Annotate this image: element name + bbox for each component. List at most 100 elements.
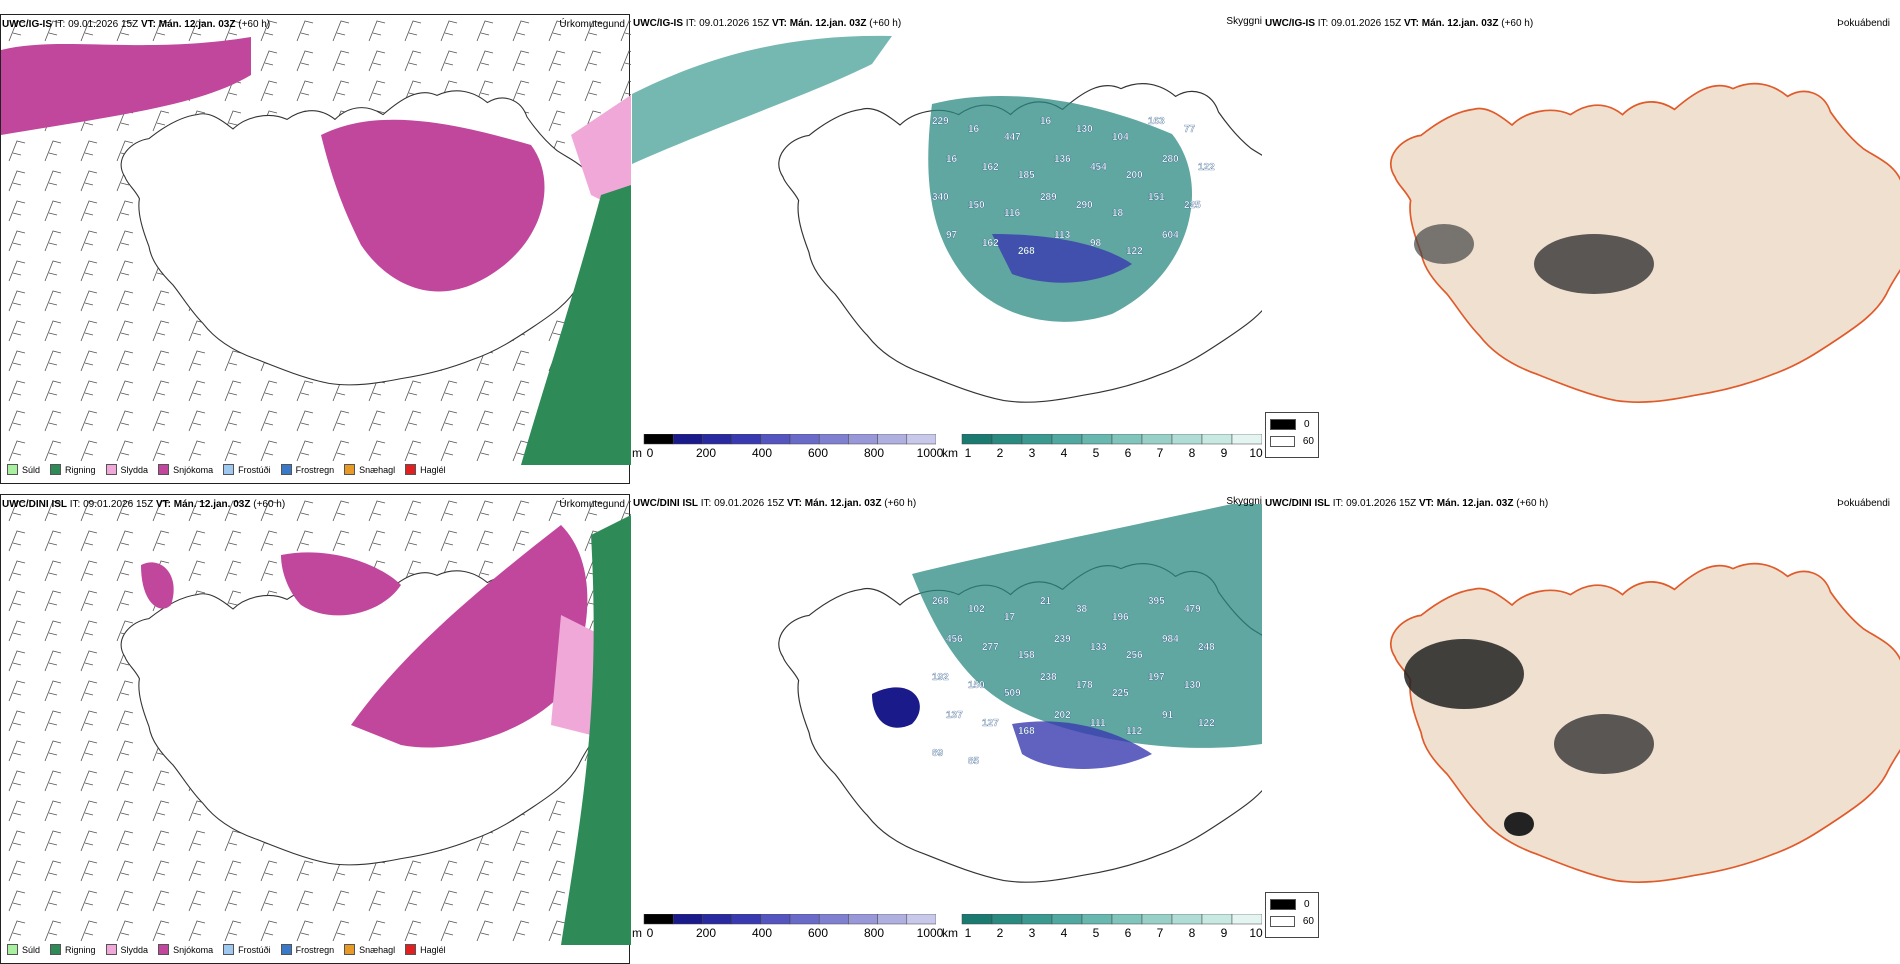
colorbar-segment: [991, 433, 1023, 445]
cloud-base-value: 225: [1184, 200, 1201, 211]
colorbar-tick-label: 400: [751, 926, 773, 940]
colorbar-tick-label: 400: [751, 446, 773, 460]
cloud-base-value: 340: [932, 192, 949, 203]
colorbar-segment: [961, 913, 993, 925]
colorbar-tick-label: 9: [1220, 446, 1228, 460]
low-visibility-area: [632, 35, 892, 164]
sleet-area: [551, 615, 601, 735]
cloud-base-value: 122: [1198, 718, 1215, 729]
cloud-map-bottom: [778, 504, 1262, 883]
cloud-base-value: 604: [1162, 230, 1179, 241]
colorbar-unit: m: [632, 926, 642, 940]
legend-swatch: [158, 464, 170, 475]
fog-area: [1534, 234, 1654, 294]
colorbar-segment: [1141, 913, 1173, 925]
cloud-base-value: 38: [1076, 604, 1088, 615]
cloud-base-value: 89: [932, 748, 944, 759]
snow-area: [351, 525, 588, 748]
colorbar-tick-label: 1000: [916, 926, 944, 940]
cloud-base-value: 196: [1112, 612, 1129, 623]
colorbar-tick-label: 1: [964, 446, 972, 460]
legend-swatch: [105, 464, 117, 475]
fog-area: [1504, 812, 1534, 836]
rain-area: [521, 185, 631, 465]
colorbar-segment: [1081, 913, 1113, 925]
low-cloud-base-area: [872, 687, 920, 728]
panel-title: UWC/IG-IS IT: 09.01.2026 15Z VT: Mán. 12…: [1265, 18, 1534, 29]
colorbar-tick-label: 10: [1249, 926, 1263, 940]
panel-variable-label: Þokuábendi: [1837, 18, 1890, 29]
colorbar-tick-label: 2: [996, 926, 1004, 940]
cloud-base-value: 197: [1148, 672, 1165, 683]
colorbar-segment: [1051, 433, 1083, 445]
cloud-base-value: 130: [1184, 680, 1201, 691]
panel-variable-label: Skyggni: [1226, 496, 1262, 507]
precip-map-bottom: [1, 495, 631, 945]
cloud-base-value: 290: [1076, 200, 1093, 211]
colorbar-segment: [1081, 433, 1113, 445]
fog-legend-top: 0 60: [1265, 412, 1319, 458]
colorbar-segment: [760, 433, 791, 445]
low-cloud-base-area: [1012, 721, 1152, 769]
colorbar-tick-label: 10: [1249, 446, 1263, 460]
panel-variable-label: Þokuábendi: [1837, 498, 1890, 509]
cloud-base-value: 456: [946, 634, 963, 645]
legend-label: Frostregn: [295, 464, 335, 475]
cloud-panel-top: UWC/IG-IS IT: 09.01.2026 15Z VT: Mán. 12…: [632, 14, 1262, 484]
precip-legend-item: Frostregn: [280, 464, 335, 475]
colorbar-tick-label: 200: [695, 926, 717, 940]
legend-swatch: [7, 464, 18, 475]
colorbar-tick-label: 7: [1156, 446, 1164, 460]
legend-swatch: [405, 464, 417, 475]
cloud-base-value: 509: [1004, 688, 1021, 699]
fog-legend-label: 60: [1302, 436, 1314, 447]
fog-legend-bottom: 0 60: [1265, 892, 1319, 938]
colorbar-unit: km: [942, 446, 958, 460]
cloud-base-value: 447: [1004, 132, 1021, 143]
visibility-colorbar-swatches: [961, 433, 1263, 445]
cloud-base-value: 127: [982, 718, 999, 729]
cloud-base-value: 200: [1126, 170, 1143, 181]
visibility-colorbar-top: km 1 2 3 4 5 6 7 8 9 10: [942, 433, 1263, 464]
colorbar-unit: km: [942, 926, 958, 940]
precip-legend-item: Slydda: [105, 464, 148, 475]
colorbar-segment: [731, 433, 762, 445]
legend-swatch: [344, 464, 356, 475]
colorbar-tick-label: 0: [646, 926, 654, 940]
panel-title: UWC/DINI ISL IT: 09.01.2026 15Z VT: Mán.…: [1265, 498, 1549, 509]
colorbar-tick-label: 6: [1124, 446, 1132, 460]
colorbar-tick-label: 600: [807, 446, 829, 460]
cloud-base-value: 158: [1018, 650, 1035, 661]
colorbar-segment: [1231, 913, 1263, 925]
colorbar-tick-label: 5: [1092, 446, 1100, 460]
cloud-base-value: 225: [1112, 688, 1129, 699]
colorbar-tick-label: 8: [1188, 926, 1196, 940]
cloud-base-value: 104: [1112, 132, 1129, 143]
colorbar-tick-label: 3: [1028, 926, 1036, 940]
cloud-base-value: 122: [1198, 162, 1215, 173]
panel-title: UWC/DINI ISL IT: 09.01.2026 15Z VT: Mán.…: [633, 498, 917, 509]
colorbar-segment: [1051, 913, 1083, 925]
cloud-base-value: 151: [1148, 192, 1165, 203]
legend-swatch: [280, 464, 292, 475]
legend-swatch: [223, 464, 235, 475]
cloud-base-colorbar-swatches: [643, 913, 937, 925]
colorbar-tick-label: 1000: [916, 446, 944, 460]
cloud-base-value: 268: [1018, 246, 1035, 257]
cloud-base-value: 85: [968, 756, 980, 767]
colorbar-segment: [1021, 913, 1053, 925]
colorbar-segment: [1201, 433, 1233, 445]
cloud-base-value: 150: [968, 680, 985, 691]
legend-label: Súld: [22, 464, 41, 475]
cloud-base-labels-bottom: 268 102 17 21 38 196 395 479 456 277 158 239 133 256 9…: [932, 596, 1215, 767]
colorbar-tick-label: 6: [1124, 926, 1132, 940]
cloud-base-value: 21: [1040, 596, 1052, 607]
colorbar-segment: [702, 913, 732, 925]
precip-type-panel-top: UWC/IG-IS IT: 09.01.2026 15Z VT: Mán. 12…: [0, 14, 631, 484]
cloud-base-value: 113: [1054, 230, 1071, 241]
cloud-base-value: 984: [1162, 634, 1179, 645]
cloud-base-value: 150: [968, 200, 985, 211]
colorbar-segment: [1171, 433, 1203, 445]
precip-legend-item: Snæhagl: [344, 464, 395, 475]
cloud-base-value: 277: [982, 642, 999, 653]
